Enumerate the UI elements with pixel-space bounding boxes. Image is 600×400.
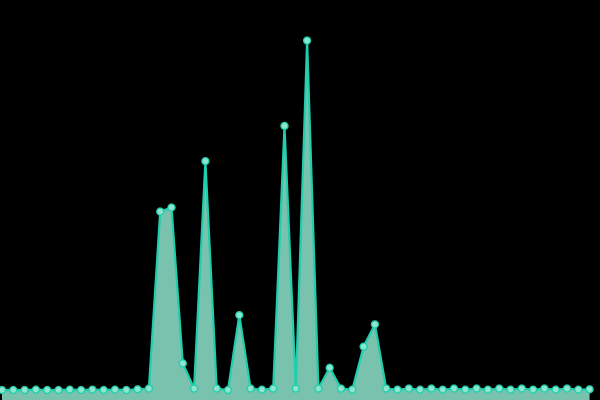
data-point-marker <box>495 384 504 393</box>
data-point-marker <box>540 384 549 393</box>
data-point-marker <box>370 320 380 329</box>
data-point-marker <box>178 359 187 368</box>
data-point-marker <box>528 385 538 394</box>
data-point-marker <box>54 385 63 395</box>
data-point-marker <box>427 384 436 393</box>
data-point-marker <box>223 385 233 395</box>
data-point-marker <box>235 310 244 320</box>
data-point-marker <box>449 384 459 393</box>
data-point-marker <box>393 385 402 394</box>
data-point-marker <box>359 342 368 351</box>
data-point-marker <box>99 385 108 395</box>
data-point-marker <box>189 384 199 393</box>
data-point-marker <box>291 384 300 393</box>
data-point-marker <box>280 121 289 131</box>
data-point-marker <box>133 385 142 394</box>
data-point-marker <box>88 385 97 394</box>
data-point-marker <box>76 385 86 395</box>
data-point-marker <box>472 384 481 393</box>
data-point-marker <box>483 385 493 394</box>
data-point-marker <box>562 384 572 393</box>
data-point-marker <box>65 385 74 394</box>
data-point-marker <box>382 384 391 393</box>
data-point-marker <box>110 385 120 394</box>
data-point-marker <box>9 385 18 395</box>
data-point-marker <box>212 384 221 393</box>
data-point-marker <box>43 385 52 395</box>
data-point-marker <box>144 384 154 393</box>
data-point-marker <box>461 385 470 394</box>
data-point-marker <box>269 384 278 393</box>
data-point-marker <box>31 385 41 394</box>
data-point-marker <box>325 363 334 372</box>
data-point-marker <box>20 385 29 395</box>
data-point-marker <box>246 384 255 393</box>
data-point-marker <box>551 385 560 394</box>
data-point-marker <box>517 384 526 393</box>
data-point-marker <box>348 385 357 394</box>
data-point-markers <box>0 36 594 395</box>
data-point-marker <box>0 385 7 395</box>
data-point-marker <box>585 385 594 394</box>
data-point-marker <box>122 385 131 395</box>
data-point-marker <box>314 384 323 393</box>
data-point-marker <box>156 207 165 216</box>
data-point-marker <box>415 385 425 394</box>
data-point-marker <box>404 384 413 393</box>
data-point-marker <box>438 385 447 394</box>
data-point-marker <box>336 384 346 393</box>
data-point-marker <box>302 36 312 45</box>
data-point-marker <box>506 385 515 394</box>
data-point-marker <box>167 203 176 212</box>
data-point-marker <box>574 385 583 394</box>
data-point-marker <box>257 385 267 394</box>
data-point-marker <box>201 156 210 166</box>
